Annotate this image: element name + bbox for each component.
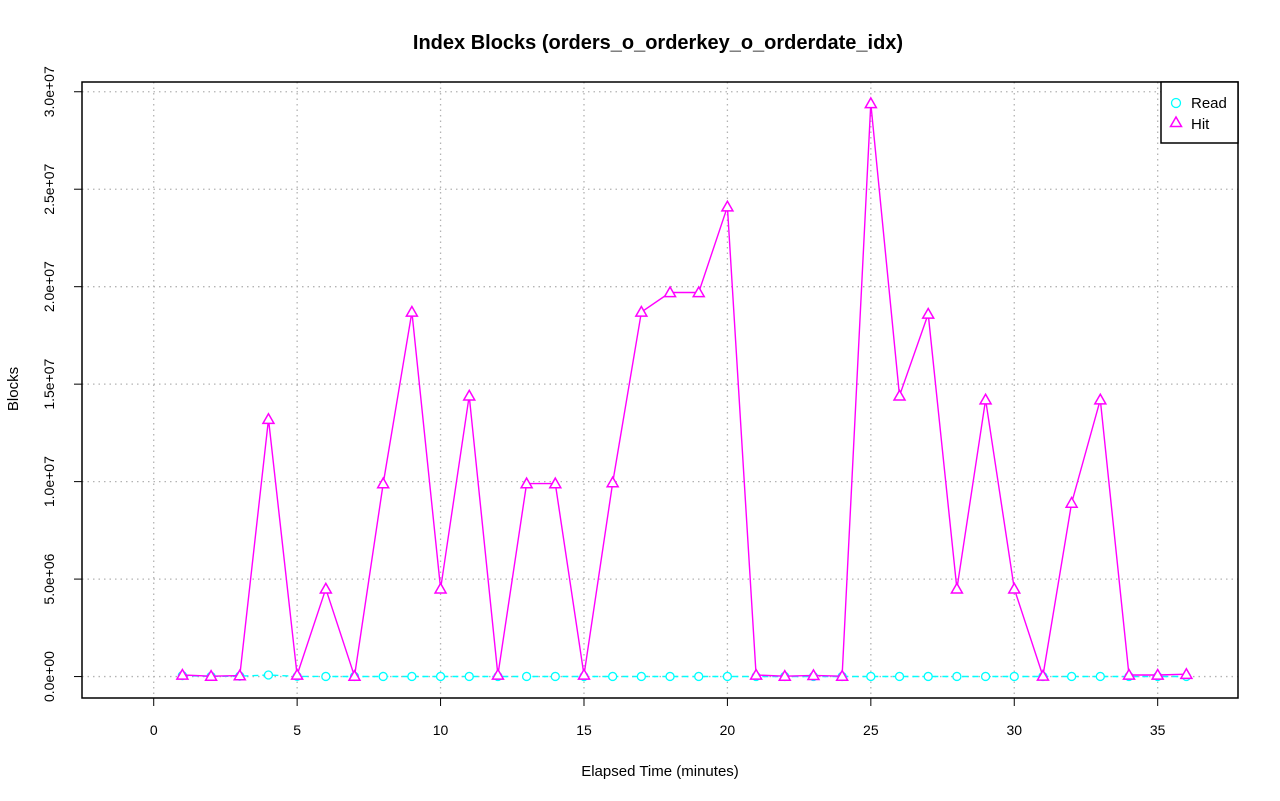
legend-hit-label: Hit [1191, 116, 1210, 133]
series-hit-point [1093, 392, 1108, 405]
series-hit-point [921, 306, 935, 319]
grid [82, 82, 1238, 698]
legend: Read Hit [1160, 81, 1239, 144]
x-tick-label: 15 [576, 722, 592, 738]
series-read-point [722, 671, 733, 682]
series-read-line [182, 674, 1187, 678]
y-tick-label: 1.0e+07 [41, 456, 57, 507]
series-hit-point [777, 669, 792, 682]
series-hit-point [261, 412, 276, 425]
legend-read-label: Read [1191, 95, 1227, 112]
series-hit-point [548, 476, 563, 489]
x-tick-label: 0 [150, 722, 158, 738]
series-read-point [1009, 671, 1019, 682]
series-read-point [521, 671, 532, 682]
series-hit-point [462, 388, 477, 401]
series-hit-point [433, 581, 448, 594]
series-read-point [665, 671, 675, 682]
chart-title: Index Blocks (orders_o_orderkey_o_orderd… [413, 32, 903, 54]
series-hit-point [892, 388, 907, 401]
series-hit-point [1179, 667, 1194, 680]
series-hit-point [978, 392, 993, 405]
series-read-point [378, 671, 388, 682]
series-hit-point [634, 305, 649, 317]
legend-box [1160, 81, 1239, 144]
series-read-point [866, 671, 876, 682]
series-read-point [263, 670, 274, 680]
y-tick-label: 3.0e+07 [41, 66, 57, 117]
series-read-point [1095, 671, 1105, 682]
series-hit-line [182, 103, 1187, 677]
series-read-point [407, 671, 417, 682]
series-read-point [923, 671, 933, 682]
series-hit-point [1007, 581, 1022, 594]
series-read-point [636, 671, 647, 682]
series-hit-point [319, 581, 333, 594]
series-hit-point [605, 475, 620, 488]
series-hit-point [1150, 667, 1165, 680]
series-hit-point [1064, 496, 1079, 508]
y-tick-label: 2.5e+07 [41, 164, 57, 215]
series-hit-point [577, 667, 591, 680]
x-tick-label: 25 [863, 722, 879, 738]
series-hit-point [835, 669, 849, 682]
y-tick-label: 5.0e+06 [41, 553, 57, 604]
x-tick-label: 20 [720, 722, 736, 738]
x-axis: 0 5 10 15 20 25 30 35 [150, 697, 1166, 738]
series-hit-point [376, 476, 390, 489]
series-read-point [608, 671, 618, 682]
plot-frame [81, 81, 1239, 699]
series-hit-point [806, 668, 821, 681]
series-hit-point [347, 669, 362, 682]
series-hit-point [950, 581, 964, 594]
y-tick-label: 1.5e+07 [41, 358, 57, 409]
y-tick-label: 0.0e+00 [41, 651, 57, 702]
legend-hit-marker [1169, 115, 1183, 128]
series-read-point [952, 671, 962, 682]
series-read-point [550, 671, 560, 682]
series-hit-point [175, 667, 190, 680]
x-tick-label: 35 [1150, 722, 1166, 738]
series-hit-point [749, 667, 763, 680]
y-axis: 0.0e+00 5.0e+06 1.0e+07 1.5e+07 2.0e+07 2.5e+… [41, 66, 83, 702]
series-hit-point [720, 199, 735, 212]
series-hit-point [663, 285, 677, 298]
series-hit-point [405, 305, 419, 317]
x-axis-label: Elapsed Time (minutes) [581, 763, 739, 780]
y-axis-label: Blocks [5, 367, 22, 411]
x-tick-label: 5 [293, 722, 301, 738]
series-read-point [321, 671, 331, 682]
series-hit-point [491, 667, 505, 680]
series-hit-point [864, 96, 878, 109]
series-hit-point [1036, 668, 1050, 681]
series-hit-point [204, 669, 218, 682]
y-tick-label: 2.0e+07 [41, 261, 57, 312]
series-hit-point [232, 668, 247, 681]
series-hit-point [519, 476, 534, 489]
x-tick-label: 30 [1006, 722, 1022, 738]
series-read-point [980, 671, 991, 682]
series-read-point [464, 671, 474, 682]
series-hit-point [290, 667, 304, 680]
series-hit-point [691, 285, 706, 298]
series-layer [175, 96, 1194, 682]
series-read-point [694, 671, 704, 682]
series-read-point [894, 671, 905, 682]
legend-read-marker [1170, 97, 1182, 109]
series-read-point [1066, 671, 1077, 682]
series-hit-point [1122, 667, 1136, 680]
series-read-point [435, 671, 446, 682]
x-tick-label: 10 [433, 722, 449, 738]
